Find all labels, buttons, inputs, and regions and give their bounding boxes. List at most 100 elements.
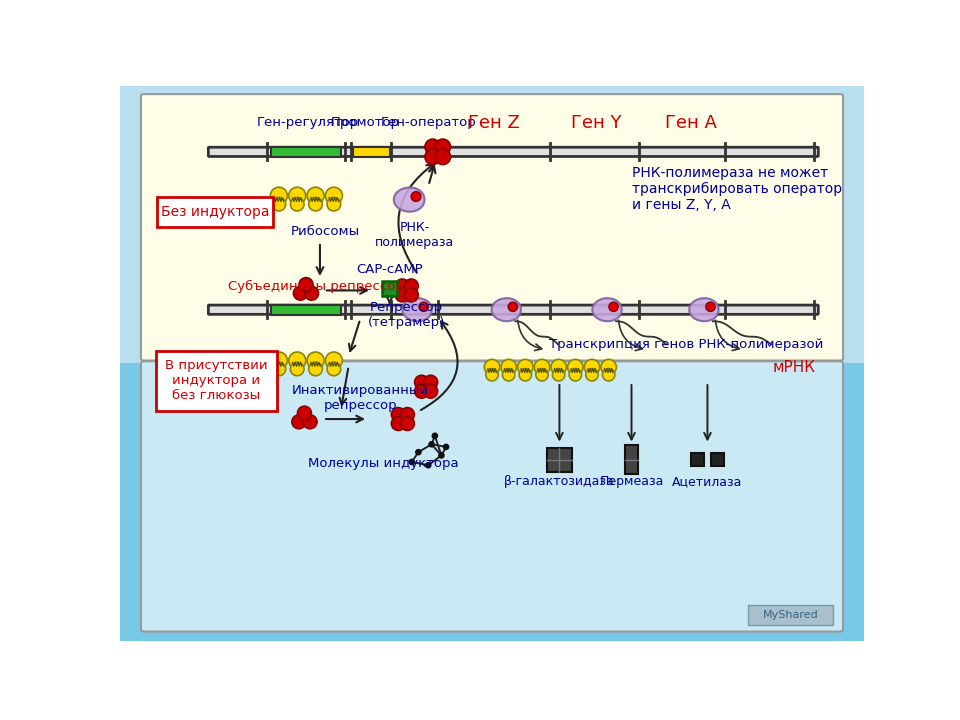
Text: MyShared: MyShared bbox=[762, 611, 818, 621]
Circle shape bbox=[307, 187, 324, 204]
Circle shape bbox=[551, 359, 566, 375]
Circle shape bbox=[432, 433, 438, 438]
Text: CAP-cAMP: CAP-cAMP bbox=[356, 263, 423, 276]
Text: Репрессор
(тетрамер): Репрессор (тетрамер) bbox=[368, 301, 445, 329]
Text: β-галактозидаза: β-галактозидаза bbox=[504, 475, 614, 488]
Polygon shape bbox=[689, 298, 718, 321]
Text: Ген-оператор: Ген-оператор bbox=[380, 116, 476, 129]
Circle shape bbox=[536, 369, 548, 381]
Circle shape bbox=[484, 359, 500, 375]
Circle shape bbox=[601, 359, 616, 375]
Circle shape bbox=[567, 359, 583, 375]
Text: Транскрипция генов РНК-полимеразой: Транскрипция генов РНК-полимеразой bbox=[548, 338, 823, 351]
Circle shape bbox=[404, 288, 419, 302]
Circle shape bbox=[327, 362, 341, 376]
Circle shape bbox=[272, 362, 286, 376]
Circle shape bbox=[586, 369, 598, 381]
Circle shape bbox=[272, 197, 286, 211]
Circle shape bbox=[396, 279, 409, 293]
FancyBboxPatch shape bbox=[208, 147, 818, 156]
Polygon shape bbox=[394, 187, 424, 212]
FancyBboxPatch shape bbox=[141, 361, 843, 631]
Bar bbox=[748, 606, 833, 626]
Circle shape bbox=[303, 415, 317, 428]
Circle shape bbox=[517, 359, 533, 375]
Circle shape bbox=[325, 187, 343, 204]
Text: РНК-полимераза не может
транскрибировать оператор
и гены Z, Y, А: РНК-полимераза не может транскрибировать… bbox=[632, 166, 842, 212]
Circle shape bbox=[298, 406, 311, 420]
Text: Ацетилаза: Ацетилаза bbox=[672, 475, 743, 488]
Circle shape bbox=[425, 149, 441, 165]
Bar bbox=[271, 305, 341, 315]
Circle shape bbox=[411, 192, 420, 202]
Text: Ген-регулятор: Ген-регулятор bbox=[256, 116, 359, 129]
Text: Ген А: Ген А bbox=[665, 114, 717, 132]
Circle shape bbox=[486, 369, 498, 381]
Circle shape bbox=[425, 139, 441, 155]
Bar bbox=[547, 448, 572, 472]
Circle shape bbox=[292, 415, 306, 428]
Text: Молекулы индуктора: Молекулы индуктора bbox=[308, 457, 459, 470]
Circle shape bbox=[415, 375, 428, 389]
Circle shape bbox=[585, 359, 600, 375]
Text: Промотор: Промотор bbox=[331, 116, 400, 129]
FancyBboxPatch shape bbox=[156, 351, 276, 411]
Circle shape bbox=[400, 417, 415, 431]
Circle shape bbox=[534, 359, 550, 375]
Circle shape bbox=[289, 352, 305, 369]
Circle shape bbox=[429, 441, 434, 447]
Circle shape bbox=[569, 369, 582, 381]
Text: Ген Y: Ген Y bbox=[571, 114, 622, 132]
Bar bbox=[352, 147, 390, 157]
Text: Без индуктора: Без индуктора bbox=[161, 205, 270, 219]
Polygon shape bbox=[402, 298, 432, 321]
Circle shape bbox=[423, 375, 438, 389]
Circle shape bbox=[396, 288, 409, 302]
Text: Инактивированный
репрессор: Инактивированный репрессор bbox=[292, 384, 429, 413]
Text: Пермеаза: Пермеаза bbox=[599, 475, 663, 488]
Circle shape bbox=[435, 139, 450, 155]
Circle shape bbox=[294, 287, 307, 300]
FancyBboxPatch shape bbox=[141, 94, 843, 361]
Circle shape bbox=[309, 197, 323, 211]
Circle shape bbox=[290, 197, 304, 211]
Circle shape bbox=[416, 449, 421, 455]
Circle shape bbox=[439, 453, 444, 458]
Circle shape bbox=[609, 302, 618, 312]
Circle shape bbox=[299, 278, 313, 292]
Circle shape bbox=[304, 287, 319, 300]
Circle shape bbox=[603, 369, 614, 381]
Circle shape bbox=[392, 408, 405, 421]
Text: Ген Z: Ген Z bbox=[468, 114, 520, 132]
Circle shape bbox=[307, 352, 324, 369]
FancyBboxPatch shape bbox=[157, 197, 273, 227]
Text: Субъединицы репрессора: Субъединицы репрессора bbox=[228, 280, 413, 293]
Polygon shape bbox=[492, 298, 521, 321]
Circle shape bbox=[435, 149, 450, 165]
Circle shape bbox=[423, 384, 438, 398]
Circle shape bbox=[404, 279, 419, 293]
Text: РНК-
полимераза: РНК- полимераза bbox=[374, 221, 454, 249]
Circle shape bbox=[409, 459, 415, 464]
Circle shape bbox=[519, 369, 532, 381]
Circle shape bbox=[289, 187, 305, 204]
Polygon shape bbox=[592, 298, 622, 321]
Bar bbox=[625, 445, 638, 474]
FancyBboxPatch shape bbox=[208, 305, 818, 315]
Circle shape bbox=[290, 362, 304, 376]
Circle shape bbox=[419, 302, 428, 312]
Text: В присутствии
индуктора и
без глюкозы: В присутствии индуктора и без глюкозы bbox=[165, 359, 268, 402]
Circle shape bbox=[552, 369, 564, 381]
Circle shape bbox=[271, 187, 287, 204]
Circle shape bbox=[706, 302, 715, 312]
Circle shape bbox=[271, 352, 287, 369]
Circle shape bbox=[327, 197, 341, 211]
Circle shape bbox=[325, 352, 343, 369]
Circle shape bbox=[444, 444, 448, 449]
Circle shape bbox=[501, 359, 516, 375]
Text: мРНК: мРНК bbox=[773, 360, 816, 375]
Circle shape bbox=[415, 384, 428, 398]
Circle shape bbox=[309, 362, 323, 376]
Circle shape bbox=[392, 417, 405, 431]
Circle shape bbox=[502, 369, 515, 381]
